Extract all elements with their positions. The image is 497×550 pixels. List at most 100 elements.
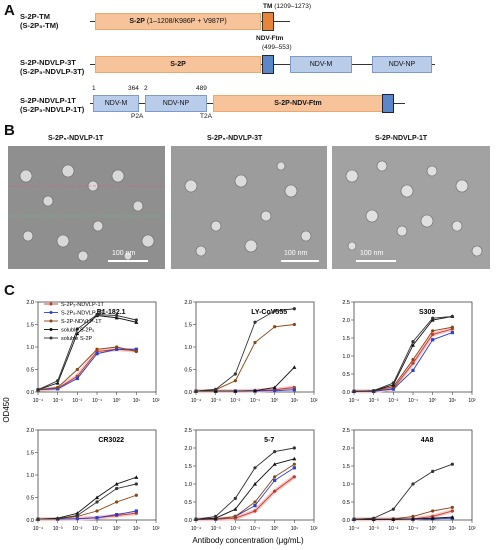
series-band [196,385,295,394]
data-point [431,316,435,320]
y-tick-label: 0.5 [26,368,34,374]
x-tick-label: 10⁻⁴ [33,398,43,404]
micrograph-2-particles [171,146,327,269]
x-tick-label: 10⁻² [72,398,82,404]
data-point [372,389,376,393]
data-point [95,313,99,318]
construct-3-ndv-m-box: NDV-M [93,95,139,112]
data-point [95,347,99,351]
construct-2-ndv-m-box: NDV-M [290,56,352,73]
chart-title: 5-7 [264,437,274,444]
legend-entry: S-2P₅-NDVLP-1T [61,302,105,308]
data-point [372,517,376,521]
x-tick-label: 10⁻¹ [250,526,260,532]
chart-frame [353,429,473,521]
construct-3-n2: 2 [144,85,148,92]
y-tick-label: 1.5 [184,464,192,470]
data-point [194,517,198,521]
x-tick-label: 10⁻² [388,526,398,532]
data-point [430,318,435,322]
data-point [95,313,99,317]
x-tick-label: 10⁻¹ [92,398,102,404]
data-point [431,469,435,473]
data-point [233,389,238,393]
chart-title: B1-182.1 [97,309,126,316]
micrograph-1-particles [8,146,165,269]
series-line [354,332,453,392]
x-tick-label: 10⁰ [113,526,121,532]
series-band [354,509,453,522]
x-tick-label: 10² [468,398,476,404]
chart-6: 0.0 0.5 1.0 1.5 2.0 2.5 10⁻⁴ 10⁻³ 10⁻² 10⁻¹ 10⁰ 10¹… [342,428,476,532]
y-tick-label: 0.5 [342,500,350,506]
y-tick-label: 2.0 [26,428,34,434]
x-tick-label: 10¹ [449,526,457,532]
construct-1-s2p-box: S-2P (1–1208/K986P + V987P) [95,13,261,30]
data-point [450,314,454,318]
data-point [115,345,119,349]
series-line [196,476,295,520]
data-point [36,387,40,392]
series-line [38,510,137,520]
micrograph-1: 100 nm [8,146,165,269]
data-point [56,387,60,391]
data-point [292,456,297,461]
data-point [352,389,356,393]
x-tick-label: 10¹ [291,398,299,404]
data-point [352,389,356,393]
y-tick-label: 1.0 [184,345,192,351]
data-point [233,507,238,511]
data-point [134,475,139,479]
legend-entry: soluble S-2P [61,336,93,342]
chart-frame [195,301,315,393]
data-point [352,517,356,521]
data-point [411,516,415,521]
data-point [352,517,356,521]
data-point [273,478,277,482]
data-point [36,388,40,392]
data-point [411,343,415,347]
data-point [253,509,257,513]
x-tick-label: 10⁰ [271,398,279,404]
series-line [354,517,453,520]
data-point [36,517,40,521]
x-tick-label: 10⁻¹ [408,398,418,404]
series-band [38,511,137,522]
x-tick-label: 10² [468,526,476,532]
y-tick-label: 2.0 [342,446,350,452]
data-point [292,446,296,450]
series-line [37,476,137,520]
x-tick-label: 10¹ [133,526,141,532]
micrograph-2-title: S-2P₅-NDVLP-3T [207,135,263,142]
y-tick-label: 1.0 [26,473,34,479]
y-tick-label: 2.5 [184,428,192,434]
chart-frame [195,429,315,521]
data-point [372,388,376,393]
construct-2-label: S-2P-NDVLP-3T (S-2P₅-NDVLP-3T) [20,58,84,76]
x-tick-label: 10⁰ [271,526,279,532]
construct-3-name: S-2P-NDVLP-1T [20,96,76,105]
data-point [411,368,415,372]
data-point [95,516,99,520]
tm-range: (1209–1273) [274,3,312,10]
construct-2-ndv-np-box: NDV-NP [372,56,432,73]
data-point [450,462,454,466]
data-point [273,450,277,454]
data-point [371,517,376,521]
panel-a-letter: A [4,2,15,19]
data-point [233,496,237,500]
data-point [352,389,356,393]
data-point [371,388,376,393]
y-tick-label: 0.0 [26,518,34,524]
x-tick-label: 10⁻¹ [408,526,418,532]
data-point [134,349,138,353]
data-point [273,325,277,329]
data-point [115,486,119,491]
y-tick-label: 1.5 [342,464,350,470]
data-point [75,511,80,515]
data-point [95,495,99,500]
x-tick-label: 10⁻³ [53,526,63,532]
data-point [431,517,435,521]
x-tick-label: 10⁻³ [53,398,63,404]
series-line [196,467,295,520]
